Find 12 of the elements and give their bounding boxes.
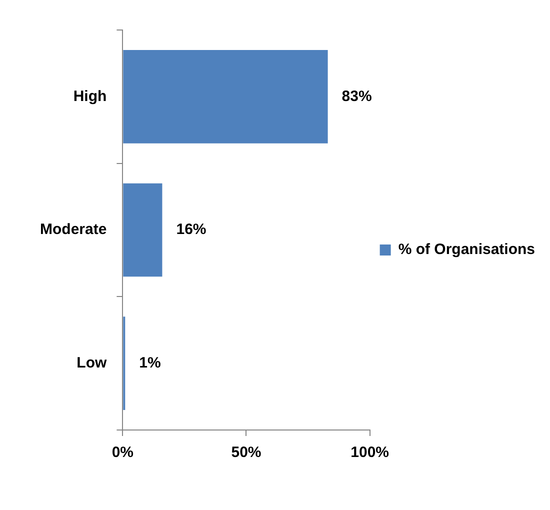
x-tick-label: 100% [350,444,390,462]
y-tick-label: Low [76,354,108,372]
legend-label: % of Organisations [398,241,536,258]
data-label: 16% [176,221,206,238]
y-tick-label: Moderate [40,221,107,238]
data-label: 83% [342,88,372,105]
x-tick-label: 0% [112,444,134,462]
x-tick-label: 50% [231,444,262,462]
bar [123,50,328,144]
data-label: 1% [139,354,161,372]
bar [123,183,162,277]
y-tick-label: High [73,88,107,105]
